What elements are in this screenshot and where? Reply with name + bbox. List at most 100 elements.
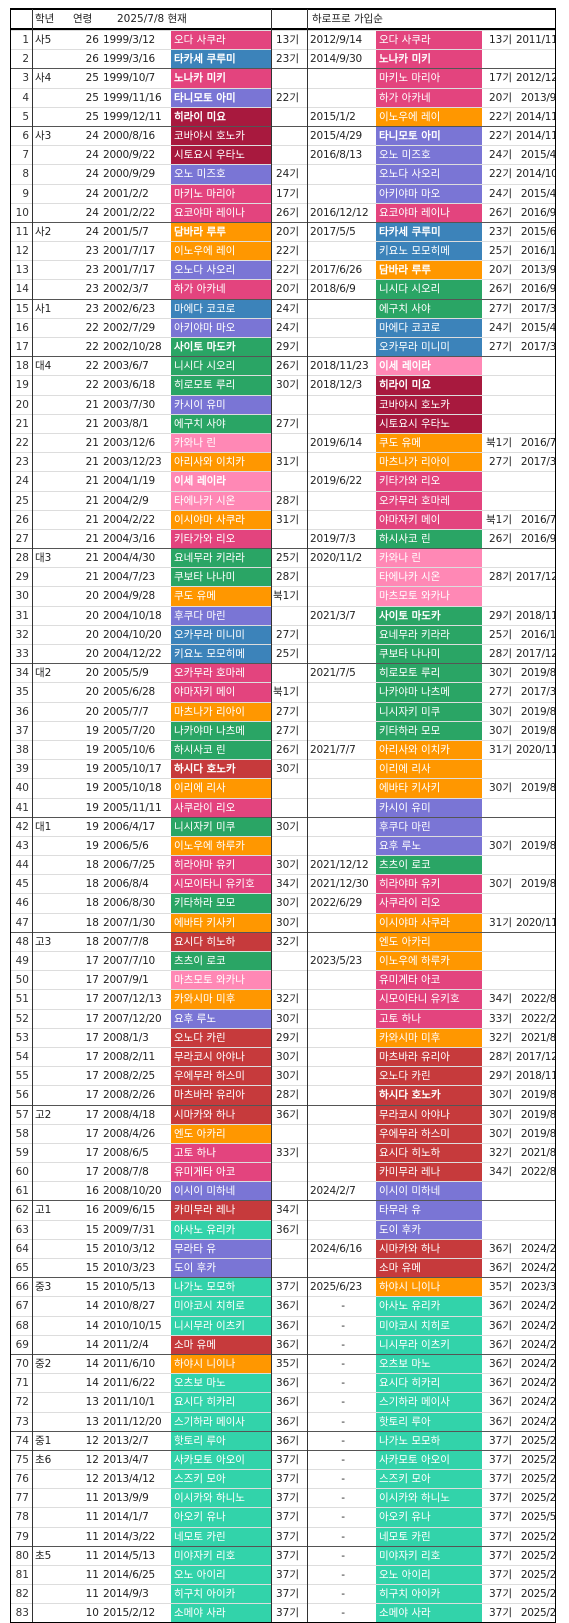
join-date-cell: - <box>341 1434 345 1447</box>
joined-generation-cell <box>482 818 516 836</box>
table-row: 19 22 2003/6/18 히로모토 루리 30기 2018/12/3 히라이 미요 <box>10 375 556 395</box>
join-date-cell: 2021/12/12 <box>310 859 369 872</box>
age-cell: 14 <box>85 1338 99 1351</box>
member-name-cell: 아사노 유리카 <box>171 1220 271 1239</box>
member-name-cell: 키타가와 리오 <box>171 529 271 549</box>
joined-debut-cell <box>516 50 556 68</box>
birthdate-cell: 1999/11/16 <box>103 91 162 104</box>
table-row: 8 24 2000/9/29 오노 미즈호 24기 오노다 사오리 22기 2014/10 <box>10 164 556 184</box>
grade-cell: 대1 <box>35 820 52 833</box>
grade-cell <box>33 760 71 778</box>
birthdate-cell: 2004/9/28 <box>103 590 156 603</box>
table-row: 61 16 2008/10/20 이시이 미하네 2024/2/7 이시이 미하네 <box>10 1181 556 1201</box>
joined-debut-cell <box>516 799 556 817</box>
join-date-cell: - <box>341 1300 345 1313</box>
generation-cell: 36기 <box>275 1108 299 1121</box>
join-date-cell: 2019/7/3 <box>310 532 356 545</box>
age-cell: 17 <box>85 1089 99 1102</box>
age-cell: 13 <box>85 1415 99 1428</box>
joined-debut-cell: 2018/11 <box>516 609 556 622</box>
generation-cell: 36기 <box>275 1396 299 1409</box>
grade-cell: 고3 <box>35 935 52 948</box>
joined-debut-cell: 2017/3 <box>520 341 556 353</box>
member-name-cell: 카시이 유미 <box>171 395 271 414</box>
age-cell: 20 <box>85 648 99 660</box>
age-cell: 25 <box>85 110 99 123</box>
joined-debut-cell: 2015/6 <box>520 225 556 238</box>
row-number: 77 <box>15 1492 29 1505</box>
member-name-cell: 이시이 미하네 <box>171 1182 271 1201</box>
generation-cell: 36기 <box>275 1415 299 1428</box>
joined-debut-cell: 2023/3 <box>520 1281 556 1294</box>
join-date-cell: 2021/12/30 <box>310 878 369 891</box>
grade-cell <box>33 914 71 932</box>
join-date-cell <box>308 1125 376 1143</box>
birthdate-cell: 2003/7/30 <box>103 398 156 411</box>
joined-generation-cell <box>482 894 516 912</box>
join-date-cell: 2018/12/3 <box>310 379 363 392</box>
joined-debut-cell <box>516 357 556 375</box>
row-number: 48 <box>15 935 29 948</box>
join-date-cell <box>308 1048 376 1066</box>
row-number: 1 <box>22 34 29 46</box>
header-age: 연령 <box>73 13 93 25</box>
generation-cell: 30기 <box>275 379 299 392</box>
joined-debut-cell <box>516 1201 556 1219</box>
generation-cell: 29기 <box>275 1031 299 1044</box>
generation-cell: 30기 <box>275 1050 299 1063</box>
age-cell: 24 <box>85 187 99 200</box>
grade-cell <box>33 1182 71 1200</box>
birthdate-cell: 2005/7/7 <box>103 705 149 718</box>
table-row: 24 21 2004/1/19 이세 레이라 2019/6/22 키타가와 리오 <box>10 471 556 491</box>
joined-debut-cell: 2015/4 <box>520 321 556 334</box>
row-number: 3 <box>22 72 29 85</box>
grade-cell: 중3 <box>35 1281 52 1294</box>
age-cell: 11 <box>85 1588 99 1601</box>
birthdate-cell: 2008/7/8 <box>103 1166 149 1179</box>
table-row: 4 25 1999/11/16 타니모토 아미 22기 하가 아카네 20기 2013/9 <box>10 87 556 107</box>
grade-cell <box>33 1125 71 1143</box>
row-number: 30 <box>15 590 29 603</box>
joined-member-name-cell: 아키야마 마오 <box>376 184 482 203</box>
generation-cell: 27기 <box>275 417 299 430</box>
generation-cell: 26기 <box>275 206 299 219</box>
table-row: 5 25 1999/12/11 히라이 미요 2015/1/2 이노우에 레이 22기 201… <box>10 106 556 126</box>
joined-member-name-cell: 소마 유메 <box>376 1259 482 1278</box>
joined-debut-cell: 2020/11 <box>516 743 556 756</box>
joined-member-name-cell: 네모토 카린 <box>376 1527 482 1546</box>
member-name-cell: 미야코시 치히로 <box>171 1297 271 1316</box>
generation-cell: 27기 <box>275 705 299 718</box>
age-cell: 26 <box>85 34 99 46</box>
join-date-cell <box>308 453 376 471</box>
member-name-cell: 카와시마 미후 <box>171 990 271 1009</box>
member-name-cell: 미야자키 리호 <box>171 1546 271 1565</box>
grade-cell <box>33 146 71 164</box>
joined-debut-cell: 2024/2 <box>520 1415 556 1428</box>
age-cell: 17 <box>85 993 99 1006</box>
generation-cell: 28기 <box>275 494 299 507</box>
birthdate-cell: 2014/3/22 <box>103 1530 156 1543</box>
join-date-cell: - <box>341 1569 345 1581</box>
member-name-cell: 히라이 미요 <box>171 107 271 126</box>
row-number: 12 <box>15 245 29 258</box>
table-row: 2 26 1999/3/16 타카세 쿠루미 23기 2014/9/30 노나카 미키 <box>10 49 556 69</box>
joined-member-name-cell: 후쿠다 마린 <box>376 817 482 836</box>
age-cell: 17 <box>85 1108 99 1121</box>
grade-cell: 초5 <box>35 1549 52 1562</box>
joined-debut-cell: 2016/1 <box>520 245 556 258</box>
join-date-cell <box>308 1029 376 1047</box>
grade-cell <box>33 1259 71 1277</box>
generation-cell: 28기 <box>275 1089 299 1102</box>
birthdate-cell: 2006/8/30 <box>103 897 156 910</box>
member-name-cell: 쿠도 유메 <box>171 587 271 606</box>
generation-cell <box>271 1259 303 1277</box>
age-cell: 14 <box>85 1357 99 1370</box>
generation-cell: 26기 <box>275 360 299 373</box>
birthdate-cell: 2003/12/6 <box>103 436 156 449</box>
table-body: 1 사5 26 1999/3/12 오다 사쿠라 13기 2012/9/14 오다 사쿠라 13… <box>10 30 556 1623</box>
member-name-cell: 오카무라 호마레 <box>171 664 271 683</box>
generation-cell: 30기 <box>275 763 299 776</box>
joined-generation-cell <box>482 1201 516 1219</box>
age-cell: 20 <box>85 609 99 622</box>
joined-debut-cell: 2024/2 <box>520 1377 556 1390</box>
